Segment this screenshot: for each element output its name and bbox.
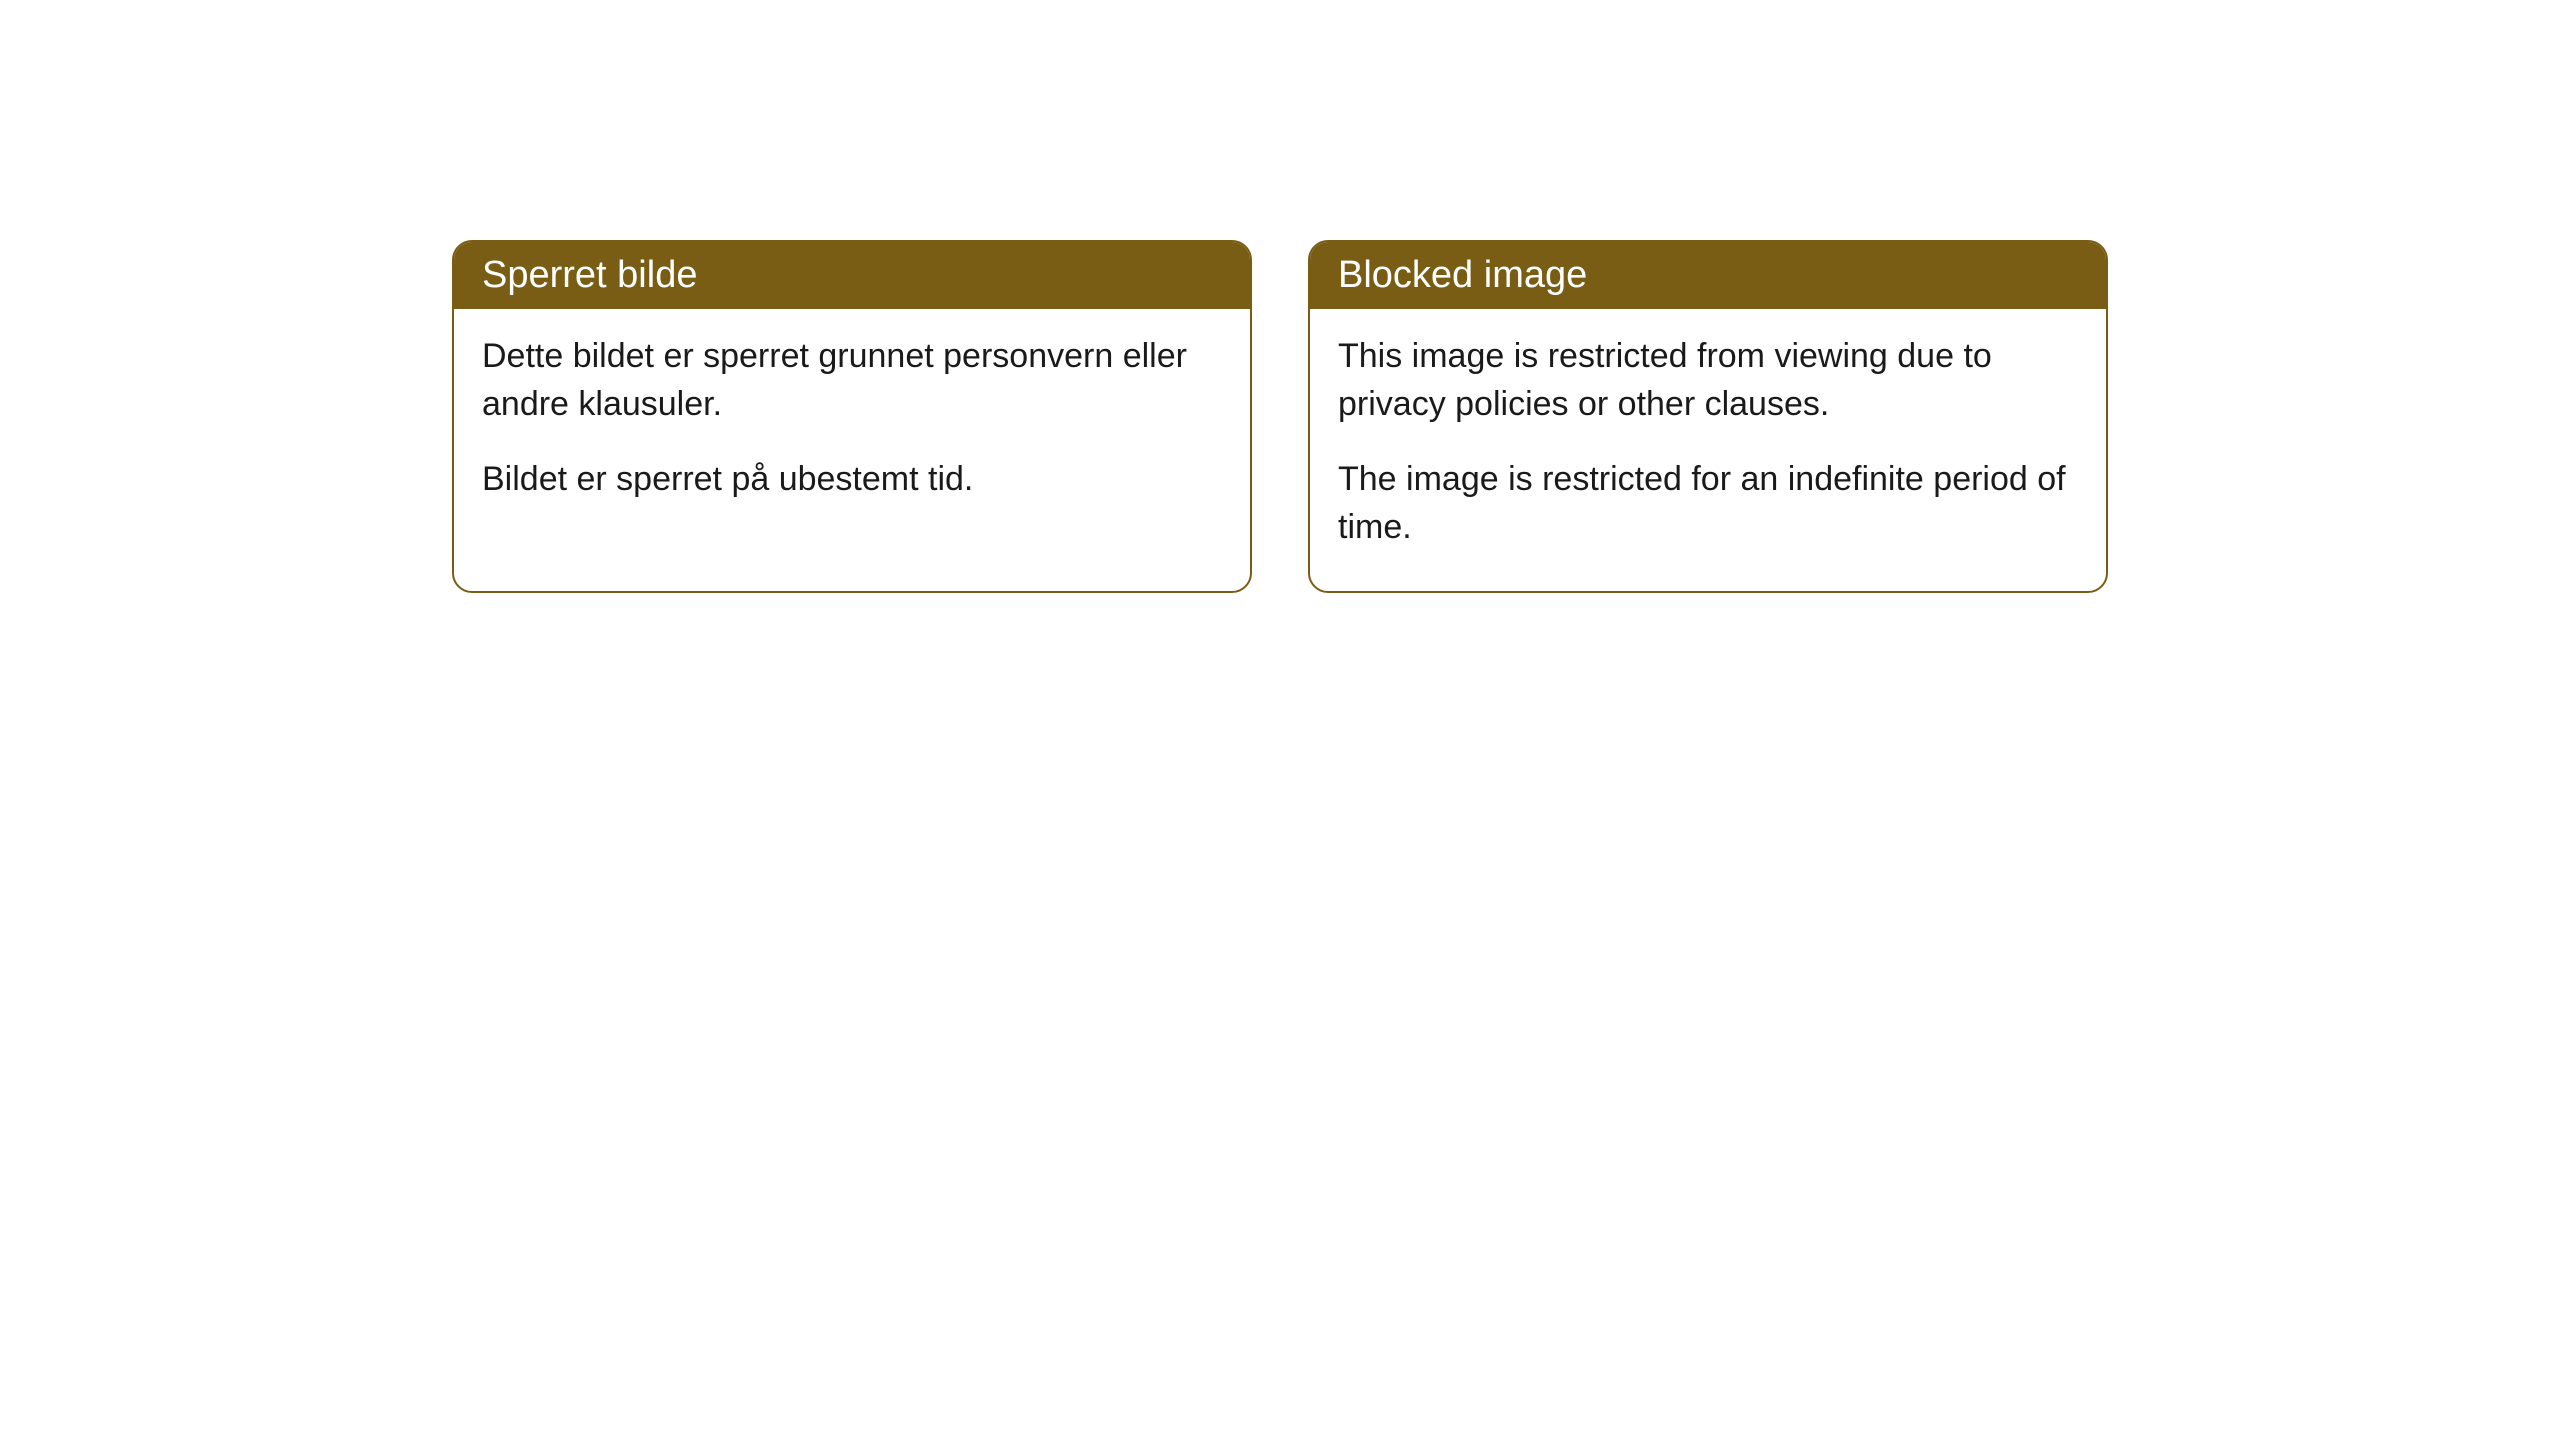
card-title: Sperret bilde [482, 254, 697, 296]
card-header: Sperret bilde [454, 242, 1250, 309]
card-paragraph: The image is restricted for an indefinit… [1338, 456, 2078, 551]
card-title: Blocked image [1338, 254, 1587, 296]
card-paragraph: Dette bildet er sperret grunnet personve… [482, 333, 1222, 428]
notice-container: Sperret bilde Dette bildet er sperret gr… [0, 240, 2560, 593]
card-header: Blocked image [1310, 242, 2106, 309]
notice-card-norwegian: Sperret bilde Dette bildet er sperret gr… [452, 240, 1252, 593]
card-body: This image is restricted from viewing du… [1310, 309, 2106, 591]
card-paragraph: This image is restricted from viewing du… [1338, 333, 2078, 428]
card-body: Dette bildet er sperret grunnet personve… [454, 309, 1250, 544]
notice-card-english: Blocked image This image is restricted f… [1308, 240, 2108, 593]
card-paragraph: Bildet er sperret på ubestemt tid. [482, 456, 1222, 504]
